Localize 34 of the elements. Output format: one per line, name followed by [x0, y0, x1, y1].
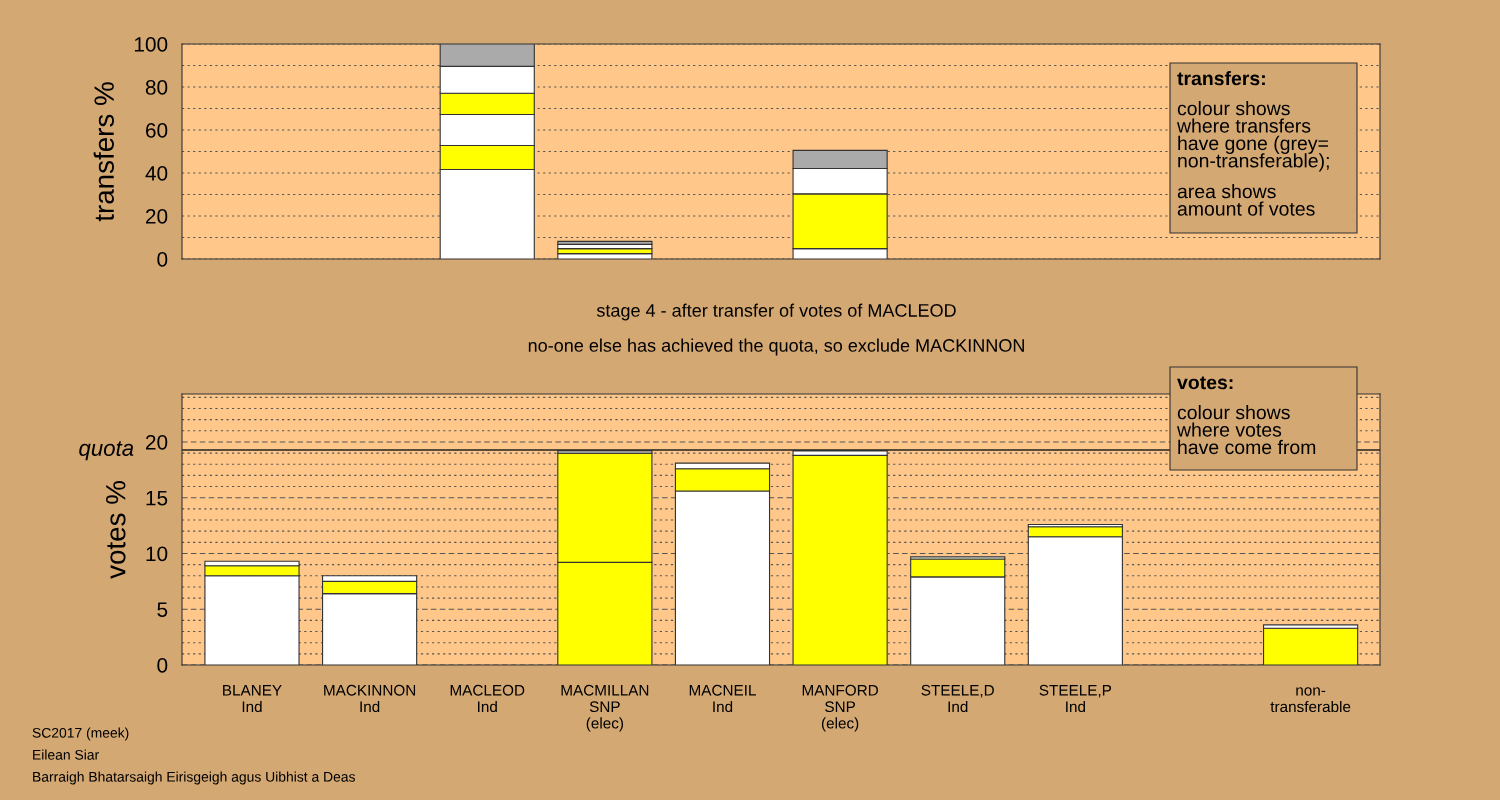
y-tick-label: 100 [134, 37, 168, 52]
y-tick-label: 5 [157, 602, 168, 617]
text: Barraigh Bhatarsaigh Eirisgeigh agus Uibhist a Deas [33, 771, 355, 785]
annotation: colour shows where votes have come from [1176, 405, 1316, 455]
ref-line-label: quota [79, 441, 134, 461]
y-tick-label: 60 [146, 123, 168, 138]
text: votes: [1177, 376, 1233, 390]
y-axis-title: votes % [106, 481, 126, 579]
x-tick-label: non- transferable [1270, 687, 1351, 713]
y-tick-label: 40 [145, 166, 168, 181]
y-tick-label: 15 [146, 490, 168, 506]
text: SC2017 (meek) [32, 727, 129, 741]
chart-title: stage 4 - after transfer of votes of MACLEOD [596, 303, 956, 321]
annotation: colour shows where transfers have gone (grey= non-transferable); [1176, 101, 1329, 172]
y-tick-label: 0 [157, 252, 168, 267]
y-axis-title: transfers % [93, 82, 114, 222]
y-tick-label: 20 [145, 209, 168, 224]
x-tick-label: MACLEOD Ind [450, 684, 525, 713]
x-tick-label: STEELE,D Ind [921, 684, 994, 713]
y-tick-label: 20 [145, 434, 168, 450]
x-tick-label: MANFORD SNP (elec) [802, 684, 878, 732]
x-tick-label: MACMILLAN SNP (elec) [561, 684, 649, 732]
x-tick-label: MACNEIL Ind [689, 684, 756, 713]
x-tick-label: MACKINNON Ind [324, 684, 416, 713]
x-tick-label: BLANEY Ind [223, 685, 282, 713]
annotation: transfers: [1177, 71, 1265, 86]
annotation: area shows amount of votes [1177, 184, 1315, 216]
chart-subtitle: no-one else has achieved the quota, so exclude MACKINNON [528, 338, 1024, 356]
x-tick-label: STEELE,P Ind [1039, 684, 1112, 713]
bar [557, 240, 653, 245]
y-tick-label: 80 [145, 80, 168, 95]
y-tick-label: 10 [146, 546, 168, 562]
y-tick-label: 0 [157, 658, 168, 673]
text: Eilean Siar [33, 749, 99, 760]
